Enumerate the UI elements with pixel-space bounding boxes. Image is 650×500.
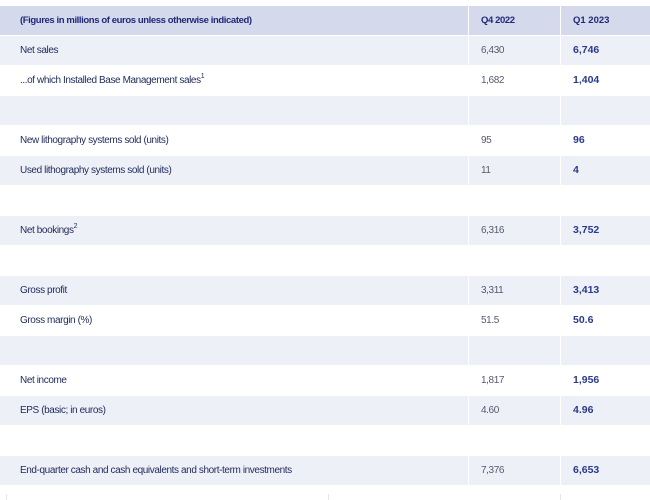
financial-summary-table: (Figures in millions of euros unless oth… <box>0 6 650 486</box>
row-label-text: ...of which Installed Base Management sa… <box>20 75 201 86</box>
table-row: New lithography systems sold (units) 95 96 <box>0 126 650 156</box>
q4-2022-value: 51.5 <box>481 315 499 326</box>
header-label: (Figures in millions of euros unless oth… <box>20 15 252 26</box>
q4-2022-value: 3,311 <box>481 285 504 296</box>
row-label: Gross profit <box>20 276 67 305</box>
row-label-text: Used lithography systems sold (units) <box>20 165 172 176</box>
row-label: Gross margin (%) <box>20 306 92 335</box>
q1-2023-value: 3,413 <box>573 284 600 296</box>
row-label: New lithography systems sold (units) <box>20 126 169 155</box>
table-row: Used lithography systems sold (units) 11 4 <box>0 156 650 186</box>
q1-2023-value: 6,746 <box>573 44 600 56</box>
row-label-text: Net sales <box>20 45 59 56</box>
column-divider-q1 <box>560 6 561 496</box>
table-row: Gross margin (%) 51.5 50.6 <box>0 306 650 336</box>
q4-2022-value: 6,316 <box>481 225 505 236</box>
table-row: End-quarter cash and cash equivalents an… <box>0 456 650 486</box>
column-divider-q4 <box>468 6 469 496</box>
table-row <box>0 246 650 276</box>
table-row: Net income 1,817 1,956 <box>0 366 650 396</box>
bottom-gridline <box>6 494 7 500</box>
row-label-text: EPS (basic; in euros) <box>20 405 106 416</box>
bottom-gridline <box>560 494 561 500</box>
table-row <box>0 426 650 456</box>
table-row: Net sales 6,430 6,746 <box>0 36 650 66</box>
row-label: ...of which Installed Base Management sa… <box>20 66 205 95</box>
q4-2022-value: 4.60 <box>481 405 499 416</box>
row-label-text: Net income <box>20 375 67 386</box>
q4-2022-value: 6,430 <box>481 45 505 56</box>
row-label-text: Gross profit <box>20 285 67 296</box>
table-row <box>0 186 650 216</box>
row-label: Net bookings2 <box>20 216 77 245</box>
row-label: Net income <box>20 366 67 395</box>
bottom-gridline <box>328 494 329 500</box>
table-row <box>0 336 650 366</box>
q1-2023-value: 6,653 <box>573 464 600 476</box>
table-row: ...of which Installed Base Management sa… <box>0 66 650 96</box>
row-label-text: End-quarter cash and cash equivalents an… <box>20 465 292 476</box>
header-q4-2022: Q4 2022 <box>481 15 515 26</box>
row-label: End-quarter cash and cash equivalents an… <box>20 456 292 485</box>
header-q1-2023: Q1 2023 <box>573 15 610 26</box>
footnote-marker: 2 <box>73 223 78 230</box>
table-row: EPS (basic; in euros) 4.60 4.96 <box>0 396 650 426</box>
q4-2022-value: 7,376 <box>481 465 505 476</box>
table-row: Gross profit 3,311 3,413 <box>0 276 650 306</box>
q1-2023-value: 1,956 <box>573 374 600 386</box>
row-label: EPS (basic; in euros) <box>20 396 106 425</box>
q4-2022-value: 95 <box>481 135 492 146</box>
row-label-text: Net bookings <box>20 225 74 236</box>
q1-2023-value: 96 <box>573 134 585 146</box>
q1-2023-value: 4.96 <box>573 404 594 416</box>
table-row <box>0 96 650 126</box>
row-label-text: Gross margin (%) <box>20 315 92 326</box>
row-label: Used lithography systems sold (units) <box>20 156 172 185</box>
row-label: Net sales <box>20 36 58 65</box>
q1-2023-value: 1,404 <box>573 74 600 86</box>
table-row: Net bookings2 6,316 3,752 <box>0 216 650 246</box>
q1-2023-value: 3,752 <box>573 224 600 236</box>
q4-2022-value: 1,817 <box>481 375 505 386</box>
q4-2022-value: 1,682 <box>481 75 505 86</box>
q1-2023-value: 4 <box>573 164 579 176</box>
q4-2022-value: 11 <box>481 165 491 176</box>
footnote-marker: 1 <box>200 73 205 80</box>
table-header-row: (Figures in millions of euros unless oth… <box>0 6 650 36</box>
table-body: Net sales 6,430 6,746 ...of which Installed… <box>0 36 650 486</box>
row-label-text: New lithography systems sold (units) <box>20 135 169 146</box>
q1-2023-value: 50.6 <box>573 314 594 326</box>
